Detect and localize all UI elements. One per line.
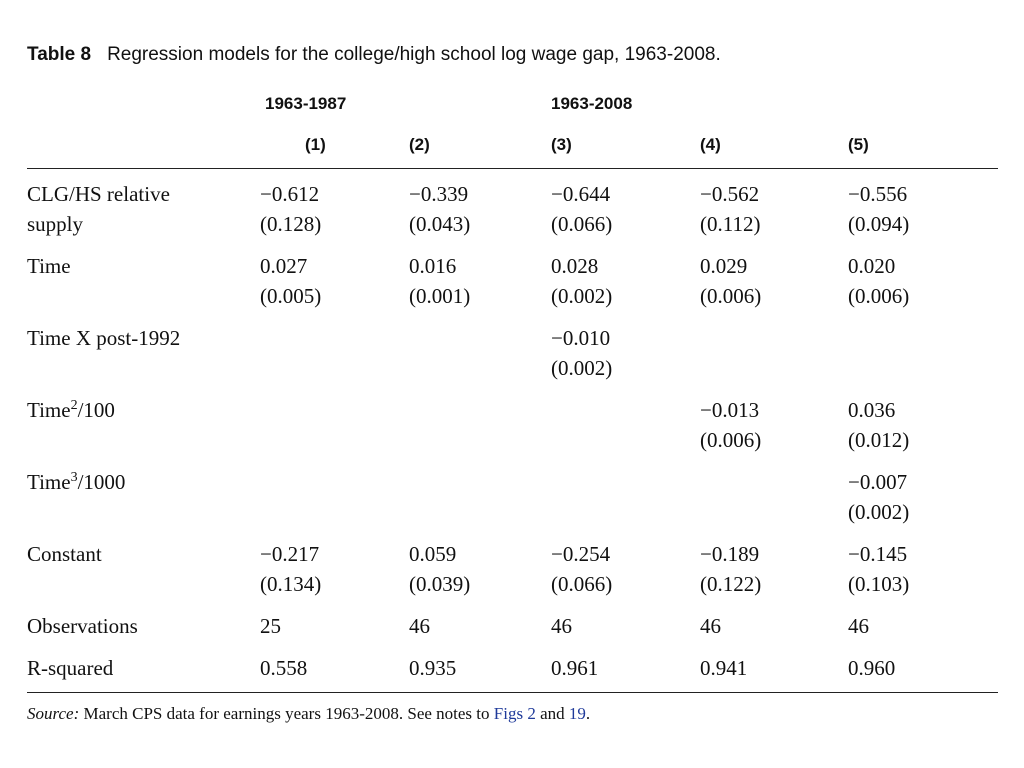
table-cell: (0.012) bbox=[848, 428, 910, 452]
table-cell: 0.016 bbox=[409, 254, 457, 278]
source-end: . bbox=[585, 704, 591, 723]
table-cell: 0.960 bbox=[848, 656, 896, 680]
table-cell: (0.128) bbox=[260, 212, 322, 236]
table-label: Table 8 bbox=[27, 44, 92, 65]
table-cell: (0.006) bbox=[700, 428, 762, 452]
table-cell: (0.043) bbox=[409, 212, 471, 236]
table-cell: (0.094) bbox=[848, 212, 910, 236]
column-header-5: (5) bbox=[848, 135, 869, 154]
table-cell: 0.036 bbox=[848, 398, 896, 422]
row-label-observations: Observations bbox=[27, 614, 138, 638]
row-label-time-squared: Time2/100 bbox=[27, 395, 115, 429]
table-cell: (0.134) bbox=[260, 572, 322, 596]
table-cell: −0.010 bbox=[551, 326, 611, 350]
figs-2-link[interactable]: Figs 2 bbox=[493, 704, 536, 723]
row-label-r-squared: R-squared bbox=[27, 656, 114, 680]
table-title: Regression models for the college/high s… bbox=[107, 44, 721, 65]
table-cell: 0.028 bbox=[551, 254, 599, 278]
row-label-time-squared-exponent: 2 bbox=[70, 398, 78, 413]
table-cell: (0.112) bbox=[700, 212, 761, 236]
table-cell: 46 bbox=[848, 614, 869, 638]
period-header-1963-2008: 1963-2008 bbox=[551, 94, 633, 113]
table-cell: 0.020 bbox=[848, 254, 896, 278]
table-cell: (0.103) bbox=[848, 572, 910, 596]
header-rule bbox=[27, 168, 998, 169]
period-header-1963-1987: 1963-1987 bbox=[265, 94, 347, 113]
table-cell: −0.556 bbox=[848, 182, 908, 206]
table-cell: 0.029 bbox=[700, 254, 748, 278]
row-label-time-squared-base: Time bbox=[27, 398, 71, 422]
table-cell: −0.013 bbox=[700, 398, 760, 422]
table-cell: (0.005) bbox=[260, 284, 322, 308]
table-cell: (0.039) bbox=[409, 572, 471, 596]
source-and: and bbox=[535, 704, 569, 723]
row-label-supply-cont: supply bbox=[27, 212, 84, 236]
table-cell: 25 bbox=[260, 614, 281, 638]
row-label-time-squared-divisor: /100 bbox=[77, 398, 115, 422]
column-header-4: (4) bbox=[700, 135, 721, 154]
table-cell: −0.612 bbox=[260, 182, 320, 206]
table-cell: (0.002) bbox=[551, 284, 613, 308]
row-label-constant: Constant bbox=[27, 542, 102, 566]
table-cell: 0.935 bbox=[409, 656, 457, 680]
table-cell: 0.027 bbox=[260, 254, 308, 278]
table-source-note: Source: March CPS data for earnings year… bbox=[27, 701, 590, 727]
table-cell: −0.562 bbox=[700, 182, 760, 206]
row-label-time: Time bbox=[27, 254, 71, 278]
table-cell: (0.066) bbox=[551, 572, 613, 596]
table-cell: 0.558 bbox=[260, 656, 308, 680]
table-cell: 0.961 bbox=[551, 656, 599, 680]
table-cell: (0.006) bbox=[848, 284, 910, 308]
table-cell: (0.002) bbox=[848, 500, 910, 524]
table-cell: (0.006) bbox=[700, 284, 762, 308]
table-cell: −0.145 bbox=[848, 542, 908, 566]
row-label-time-cubed-base: Time bbox=[27, 470, 71, 494]
table-caption: Table 8 Regression models for the college… bbox=[27, 42, 721, 68]
bottom-rule bbox=[27, 692, 998, 693]
row-label-time-cubed: Time3/1000 bbox=[27, 467, 125, 501]
table-cell: −0.217 bbox=[260, 542, 320, 566]
row-label-time-cubed-exponent: 3 bbox=[70, 470, 78, 485]
column-header-3: (3) bbox=[551, 135, 572, 154]
table-cell: (0.002) bbox=[551, 356, 613, 380]
table-cell: (0.122) bbox=[700, 572, 762, 596]
table-cell: 46 bbox=[551, 614, 572, 638]
row-label-supply: CLG/HS relative bbox=[27, 182, 170, 206]
table-cell: −0.254 bbox=[551, 542, 611, 566]
source-label: Source: bbox=[27, 704, 80, 723]
column-header-1: (1) bbox=[305, 135, 326, 154]
row-label-time-cubed-divisor: /1000 bbox=[77, 470, 126, 494]
table-cell: 0.059 bbox=[409, 542, 457, 566]
table-cell: (0.001) bbox=[409, 284, 471, 308]
table-cell: −0.339 bbox=[409, 182, 469, 206]
row-label-time-post-1992: Time X post-1992 bbox=[27, 326, 181, 350]
column-header-2: (2) bbox=[409, 135, 430, 154]
table-cell: 46 bbox=[409, 614, 430, 638]
table-cell: 0.941 bbox=[700, 656, 748, 680]
table-cell: −0.644 bbox=[551, 182, 611, 206]
table-cell: 46 bbox=[700, 614, 721, 638]
table-cell: −0.007 bbox=[848, 470, 908, 494]
table-cell: (0.066) bbox=[551, 212, 613, 236]
table-cell: −0.189 bbox=[700, 542, 760, 566]
fig-19-link[interactable]: 19 bbox=[568, 704, 586, 723]
source-text: March CPS data for earnings years 1963-2… bbox=[79, 704, 494, 723]
